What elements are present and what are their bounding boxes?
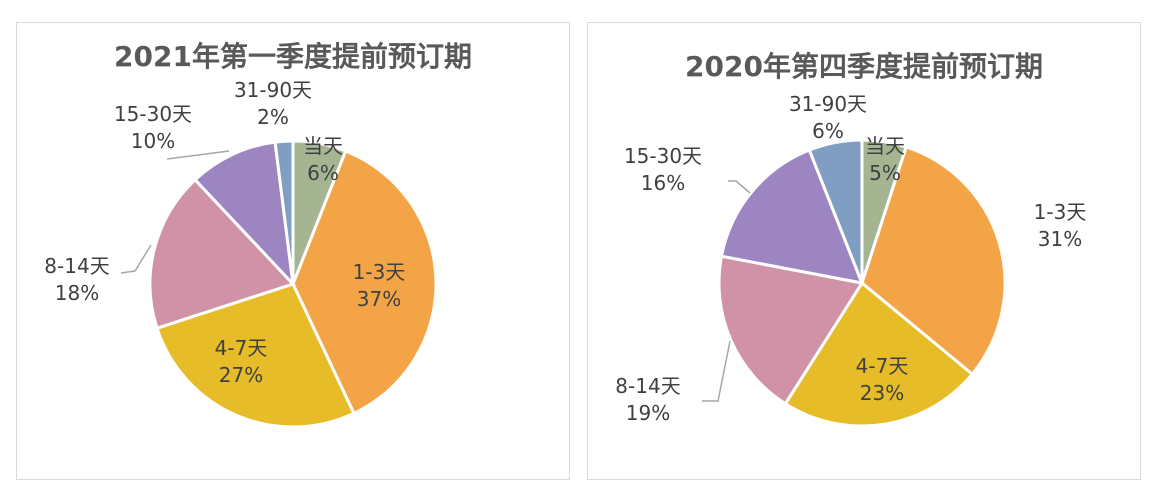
data-label: 1-3天 37%	[353, 260, 406, 311]
data-label: 15-30天 10%	[114, 102, 192, 153]
percent-label: 5%	[869, 161, 901, 185]
category-label: 当天	[865, 134, 905, 158]
leader-line	[702, 340, 731, 402]
data-label: 4-7天 27%	[215, 336, 268, 387]
data-label: 1-3天 31%	[1034, 200, 1087, 251]
data-label: 4-7天 23%	[856, 354, 909, 405]
data-label: 当天 5%	[865, 134, 905, 185]
pie-slice-4	[192, 140, 296, 289]
data-label: 31-90天 2%	[234, 78, 312, 129]
percent-label: 10%	[131, 129, 175, 153]
percent-label: 6%	[307, 161, 339, 185]
pie-slice-3	[717, 254, 865, 406]
chart-title: 2021年第一季度提前预订期	[114, 40, 472, 73]
category-label: 4-7天	[856, 354, 909, 378]
percent-label: 18%	[55, 281, 99, 305]
percent-label: 31%	[1038, 227, 1082, 251]
category-label: 31-90天	[789, 92, 867, 116]
pie-slice-1	[291, 149, 438, 416]
data-label: 15-30天 16%	[624, 144, 702, 195]
data-label: 31-90天 6%	[789, 92, 867, 143]
data-label: 8-14天 19%	[615, 374, 680, 425]
pie-slice-1	[860, 145, 1007, 377]
percent-label: 37%	[357, 287, 401, 311]
percent-label: 6%	[812, 119, 844, 143]
category-label: 31-90天	[234, 78, 312, 102]
pie-chart-2020-q4: 2020年第四季度提前预订期 当天 5% 1-3天 31% 4-7天 23% 8-14天 19…	[587, 22, 1141, 480]
pie-slice-3	[148, 177, 296, 331]
data-label: 当天 6%	[303, 134, 343, 185]
pie-svg: 当天 6% 1-3天 37% 4-7天 27% 8-14天 18% 15-30天 10% 31-90…	[44, 78, 438, 429]
data-label: 8-14天 18%	[44, 254, 109, 305]
pie-svg: 当天 5% 1-3天 31% 4-7天 23% 8-14天 19% 15-30天 16% 31-90…	[615, 92, 1087, 428]
leader-line	[120, 244, 152, 274]
pie-slice-5	[807, 138, 864, 284]
category-label: 1-3天	[353, 260, 406, 284]
percent-label: 23%	[860, 381, 904, 405]
category-label: 8-14天	[615, 374, 680, 398]
chart-title: 2020年第四季度提前预订期	[685, 50, 1043, 83]
leader-line	[728, 180, 751, 194]
percent-label: 16%	[641, 171, 685, 195]
pie-slice-5	[273, 139, 295, 285]
category-label: 4-7天	[215, 336, 268, 360]
category-label: 当天	[303, 134, 343, 158]
pie-slice-2	[155, 282, 356, 429]
category-label: 1-3天	[1034, 200, 1087, 224]
category-label: 8-14天	[44, 254, 109, 278]
pie-slice-4	[719, 148, 865, 285]
percent-label: 2%	[257, 105, 289, 129]
pie-slice-2	[783, 280, 975, 428]
pie-chart-2021-q1: 2021年第一季度提前预订期 当天 6% 1-3天 37% 4-7天 27% 8-14天 18…	[16, 22, 570, 480]
percent-label: 27%	[219, 363, 263, 387]
category-label: 15-30天	[624, 144, 702, 168]
category-label: 15-30天	[114, 102, 192, 126]
leader-line	[166, 150, 230, 160]
percent-label: 19%	[626, 401, 670, 425]
